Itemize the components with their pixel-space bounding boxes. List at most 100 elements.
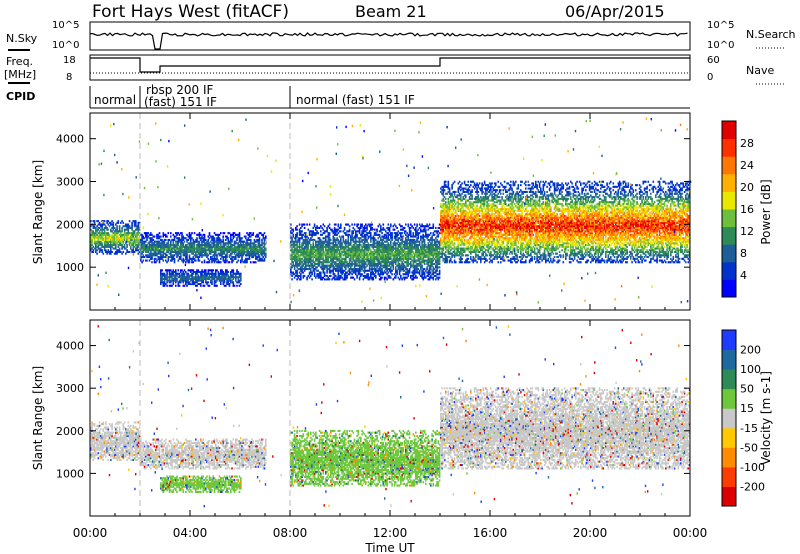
scatter-cell [291,278,293,280]
scatter-cell [209,232,211,234]
scatter-cell [330,272,332,274]
scatter-cell [208,281,210,283]
scatter-cell [239,232,241,234]
scatter-cell [313,230,315,232]
scatter-cell [329,232,331,234]
scatter-cell [220,232,222,234]
scatter-cell [154,236,156,238]
scatter-cell [189,254,191,256]
scatter-cell [116,225,118,227]
scatter-cell [93,230,95,232]
station-title: Fort Hays West (fitACF) [92,2,289,22]
scatter-cell [163,260,165,262]
scatter-cell [296,225,298,227]
freq-label: Freq. [6,55,33,68]
scatter-cell [318,232,320,234]
scatter-cell [104,220,106,222]
scatter-cell [199,260,201,262]
scatter-cell [249,258,251,260]
scatter-cell [329,224,331,226]
scatter-cell [201,261,203,263]
scatter-cell [96,253,98,255]
scatter-cell [111,251,113,253]
nave-label: Nave [746,64,774,77]
scatter-cell [135,220,137,222]
scatter-cell [310,244,312,246]
nsky-tick-bottom: 10^0 [52,40,79,51]
nsearch-tick-top: 10^5 [707,20,734,31]
scatter-cell [204,234,206,236]
freq-unit: [MHz] [4,68,36,81]
range-band-0 [90,220,140,255]
scatter-cell [235,258,237,260]
scatter-cell [130,246,132,248]
scatter-cell [194,232,196,234]
nsky-label: N.Sky [6,32,38,45]
scatter-cell [245,236,247,238]
scatter-cell [164,273,166,275]
scatter-cell [220,258,222,260]
scatter-cell [214,237,216,239]
scatter-cell [265,253,267,255]
scatter-cell [306,224,308,226]
scatter-cell [293,234,295,236]
scatter-cell [168,232,170,234]
scatter-cell [161,269,163,271]
nsky-strip: N.Sky 10^5 10^0 10^5 10^0 N.Search [6,20,796,51]
scatter-cell [293,229,295,231]
nave-tick-top: 60 [707,55,720,66]
scatter-cell [205,269,207,271]
scatter-cell [113,222,115,224]
power-data [90,113,691,310]
scatter-cell [126,244,128,246]
scatter-cell [188,273,190,275]
scatter-cell [316,230,318,232]
freq-tick-top: 18 [63,55,76,66]
scatter-cell [304,227,306,229]
scatter-cell [204,260,206,262]
scatter-cell [123,251,125,253]
scatter-cell [299,224,301,226]
scatter-cell [170,232,172,234]
scatter-cell [175,285,177,287]
scatter-cell [191,232,193,234]
scatter-cell [313,258,315,260]
power-panel: Slant Range [km] 1000200030004000 [31,113,691,310]
scatter-cell [296,232,298,234]
scatter-cell [314,272,316,274]
scatter-cell [255,244,257,246]
scatter-cell [338,232,340,234]
scatter-cell [265,248,267,250]
freq-tick-bottom: 8 [66,72,72,83]
cpid-segment-0: normal [94,93,136,107]
scatter-cell [160,236,162,238]
scatter-cell [324,232,326,234]
scatter-cell [308,246,310,248]
scatter-cell [213,269,215,271]
cpid-segment-2: (fast) 151 IF [144,95,217,109]
scatter-cell [240,273,242,275]
scatter-cell [265,236,267,238]
nsearch-label: N.Search [746,28,796,41]
scatter-cell [108,229,110,231]
scatter-cell [301,230,303,232]
freq-trace [90,58,690,72]
nsearch-tick-bottom: 10^0 [707,40,734,51]
scatter-cell [119,248,121,250]
scatter-cell [224,232,226,234]
scatter-cell [250,239,252,241]
scatter-cell [264,232,266,234]
scatter-cell [103,253,105,255]
scatter-cell [166,236,168,238]
scatter-cell [320,230,322,232]
scatter-cell [209,285,211,287]
scatter-cell [179,285,181,287]
scatter-cell [236,285,238,287]
scatter-cell [123,222,125,224]
scatter-cell [233,269,235,271]
scatter-cell [228,237,230,239]
scatter-cell [296,229,298,231]
scatter-cell [250,261,252,263]
beam-label: Beam 21 [355,2,427,21]
cpid-strip: CPID normal rbsp 200 IF (fast) 151 IF no… [6,83,690,109]
